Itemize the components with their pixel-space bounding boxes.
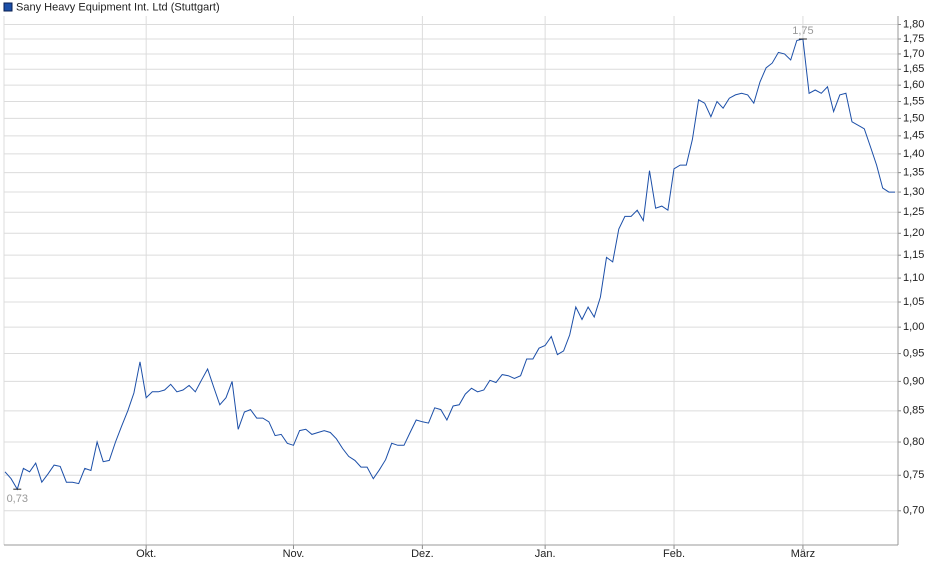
y-tick-label: 1,75: [903, 33, 924, 45]
legend-label: Sany Heavy Equipment Int. Ltd (Stuttgart…: [16, 1, 220, 13]
y-tick-label: 0,75: [903, 469, 924, 481]
y-tick-label: 0,90: [903, 375, 924, 387]
y-tick-label: 1,35: [903, 167, 924, 179]
y-tick-label: 1,70: [903, 48, 924, 60]
y-tick-label: 0,85: [903, 405, 924, 417]
y-tick-label: 1,30: [903, 186, 924, 198]
y-tick-label: 1,15: [903, 249, 924, 261]
y-tick-label: 1,65: [903, 63, 924, 75]
x-tick-label: Nov.: [283, 548, 305, 560]
price-line: [4, 38, 895, 491]
y-tick-label: 1,55: [903, 95, 924, 107]
x-tick-label: Dez.: [411, 548, 434, 560]
x-tick-label: Feb.: [663, 548, 685, 560]
y-tick-label: 0,95: [903, 347, 924, 359]
x-tick-label: Okt.: [136, 548, 156, 560]
y-tick-label: 0,70: [903, 505, 924, 517]
y-tick-label: 1,20: [903, 227, 924, 239]
y-tick-label: 1,00: [903, 321, 924, 333]
y-tick-label: 1,10: [903, 272, 924, 284]
x-tick-label: März: [791, 548, 815, 560]
y-tick-label: 1,45: [903, 130, 924, 142]
y-tick-label: 1,60: [903, 79, 924, 91]
y-tick-label: 1,25: [903, 206, 924, 218]
y-tick-label: 0,80: [903, 436, 924, 448]
low-label: 0,73: [7, 493, 28, 505]
y-tick-label: 1,05: [903, 296, 924, 308]
y-tick-label: 1,40: [903, 148, 924, 160]
x-tick-label: Jan.: [535, 548, 556, 560]
y-tick-label: 1,50: [903, 112, 924, 124]
plot-area: [4, 16, 898, 545]
legend-swatch: [3, 2, 13, 12]
high-label: 1,75: [792, 25, 813, 37]
y-tick-label: 1,80: [903, 18, 924, 30]
